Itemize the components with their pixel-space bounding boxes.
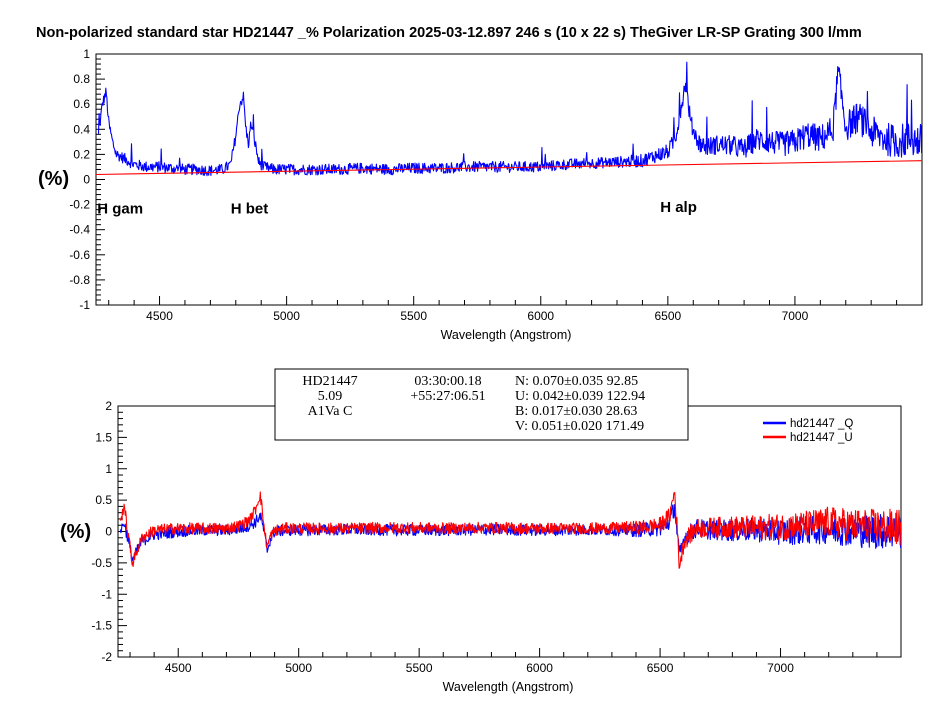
y-tick-label: 0.5 — [95, 493, 112, 507]
y-axis-label: (%) — [60, 521, 91, 543]
filter-v-result: V: 0.051±0.020 171.49 — [515, 419, 644, 434]
y-tick-label: -0.5 — [91, 556, 112, 570]
x-axis-label: Wavelength (Angstrom) — [443, 680, 574, 694]
info-box-frame — [274, 368, 689, 441]
y-tick-label: -0.8 — [69, 273, 90, 287]
series-line-polarization — [97, 61, 923, 177]
filter-n-result: N: 0.070±0.035 92.85 — [515, 374, 638, 389]
y-tick-label: 1 — [105, 462, 112, 476]
annotation-label: H gam — [97, 200, 143, 217]
y-tick-label: -0.6 — [69, 248, 90, 262]
star-name: HD21447 — [302, 374, 357, 389]
y-tick-label: 0 — [105, 525, 112, 539]
x-tick-label: 5500 — [400, 309, 427, 323]
star-spectral-type: A1Va C — [308, 404, 353, 419]
x-tick-label: 4500 — [146, 309, 173, 323]
figure-title: Non-polarized standard star HD21447 _% P… — [36, 25, 862, 41]
x-axis: 4500 5000 5500 6000 6500 7000 — [108, 296, 923, 323]
filter-u-result: U: 0.042±0.039 122.94 — [515, 389, 645, 404]
y-tick-label: 2 — [105, 399, 112, 413]
series-line-trend — [95, 160, 923, 176]
y-tick-label: -1 — [101, 587, 112, 601]
x-tick-label: 6500 — [654, 309, 681, 323]
y-tick-label: -2 — [101, 650, 112, 664]
line-annotations: H gam H bet H alp — [97, 199, 697, 217]
y-tick-label: -0.2 — [69, 198, 90, 212]
x-tick-label: 4500 — [165, 661, 192, 675]
stokes-panel: -2 -1.5 -1 -0.5 0 0.5 1 1.5 2 4500 5000 5500 6000 65… — [60, 368, 902, 694]
x-tick-label: 5000 — [273, 309, 300, 323]
series-line-hd21447-q — [119, 504, 902, 562]
x-tick-label: 6000 — [526, 661, 553, 675]
y-axis: -1 -0.8 -0.6 -0.4 -0.2 0 0.2 0.4 0.6 0.8 1 — [69, 47, 105, 312]
series-line-hd21447-u — [119, 491, 902, 569]
legend-label-q: hd21447 _Q — [790, 418, 853, 430]
y-tick-label: -0.4 — [69, 223, 90, 237]
annotation-label: H bet — [231, 200, 269, 217]
y-tick-label: -1 — [79, 298, 90, 312]
y-tick-label: 0.4 — [73, 122, 90, 136]
plot-frame — [95, 53, 923, 306]
legend-label-u: hd21447 _U — [790, 432, 853, 444]
x-tick-label: 5500 — [406, 661, 433, 675]
x-tick-label: 7000 — [782, 309, 809, 323]
x-tick-label: 6000 — [527, 309, 554, 323]
filter-b-result: B: 0.017±0.030 28.63 — [515, 404, 637, 419]
x-tick-label: 6500 — [647, 661, 674, 675]
x-axis: 4500 5000 5500 6000 6500 7000 — [129, 648, 902, 675]
info-box: HD21447 5.09 A1Va C 03:30:00.18 +55:27:0… — [274, 368, 689, 441]
y-tick-label: 1.5 — [95, 430, 112, 444]
y-tick-label: 1 — [83, 47, 90, 61]
polarization-panel: -1 -0.8 -0.6 -0.4 -0.2 0 0.2 0.4 0.6 0.8 1 4500 500… — [38, 47, 923, 342]
series-group — [95, 61, 923, 177]
x-axis-label: Wavelength (Angstrom) — [441, 328, 572, 342]
right-ascension: 03:30:00.18 — [414, 374, 481, 389]
y-tick-label: 0 — [83, 173, 90, 187]
y-tick-label: -1.5 — [91, 619, 112, 633]
annotation-label: H alp — [660, 199, 697, 216]
y-tick-label: 0.8 — [73, 72, 90, 86]
y-axis: -2 -1.5 -1 -0.5 0 0.5 1 1.5 2 — [91, 399, 127, 664]
x-tick-label: 7000 — [767, 661, 794, 675]
declination: +55:27:06.51 — [410, 389, 485, 404]
series-group — [119, 491, 902, 569]
legend: hd21447 _Q hd21447 _U — [763, 418, 853, 444]
y-axis-label: (%) — [38, 168, 69, 190]
y-tick-label: 0.6 — [73, 97, 90, 111]
x-tick-label: 5000 — [285, 661, 312, 675]
star-magnitude: 5.09 — [318, 389, 343, 404]
y-tick-label: 0.2 — [73, 147, 90, 161]
